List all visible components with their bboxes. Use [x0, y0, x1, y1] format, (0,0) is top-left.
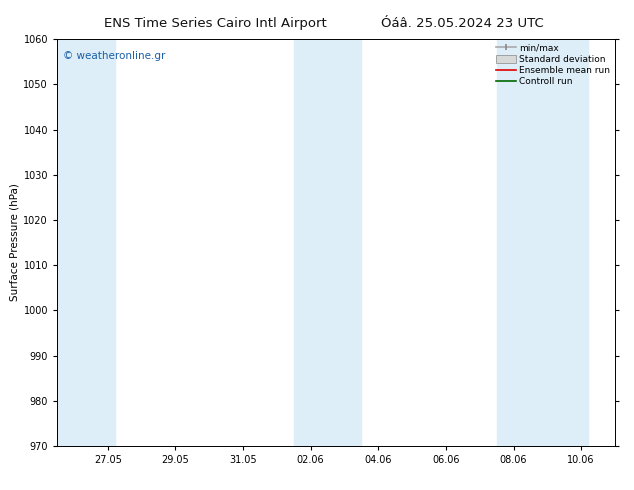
Text: ENS Time Series Cairo Intl Airport: ENS Time Series Cairo Intl Airport [104, 17, 327, 30]
Bar [294, 39, 361, 446]
Text: © weatheronline.gr: © weatheronline.gr [63, 51, 165, 61]
Text: Óáâ. 25.05.2024 23 UTC: Óáâ. 25.05.2024 23 UTC [382, 17, 544, 30]
Y-axis label: Surface Pressure (hPa): Surface Pressure (hPa) [10, 184, 19, 301]
Legend: min/max, Standard deviation, Ensemble mean run, Controll run: min/max, Standard deviation, Ensemble me… [494, 42, 612, 88]
Bar [57, 39, 115, 446]
Bar [496, 39, 588, 446]
